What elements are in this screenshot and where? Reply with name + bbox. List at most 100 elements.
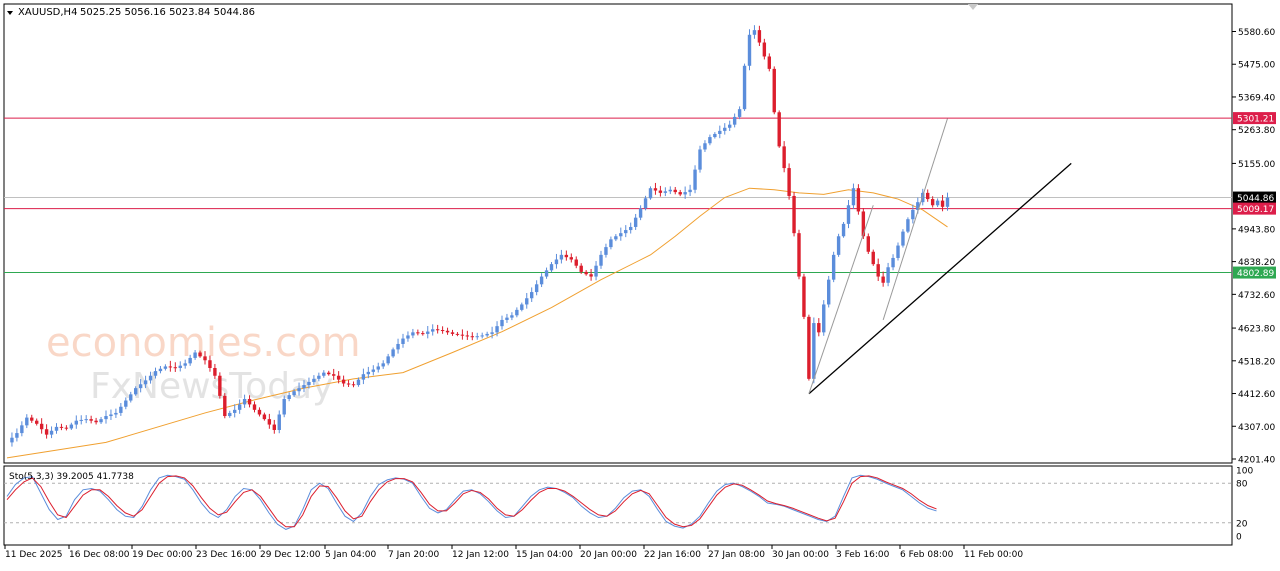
candle-body [619,233,623,237]
price-tick-label: 4201.40 [1238,456,1275,466]
trend-line[interactable] [808,162,1072,395]
candle-body [752,30,757,35]
candle-body [787,168,791,196]
candle-body [534,284,539,293]
time-tick-label: 11 Feb 00:00 [964,550,1023,560]
candle-body [935,200,940,206]
candle-body [302,385,306,389]
candle-body [891,257,895,268]
candle-body [421,333,425,335]
candle-body [683,192,687,195]
trend-lines[interactable] [808,118,1072,395]
candle-body [366,371,371,375]
candle-body [49,430,54,435]
candle-body [391,349,395,357]
candle-body [668,189,672,192]
level-badge-label: 4802.89 [1237,269,1274,279]
candle-body [386,356,390,364]
candle-body [495,326,499,333]
candle-body [267,419,272,425]
candle-body [148,375,153,381]
candle-body [827,279,831,305]
price-tick-label: 4943.80 [1238,225,1275,235]
candle-body [193,352,197,358]
candle-body [129,394,133,401]
time-tick-label: 30 Jan 00:00 [772,550,829,560]
price-tick-label: 4412.60 [1238,390,1275,400]
candle-body [69,424,74,429]
candle-body [742,65,747,110]
stochastic-signal-line [6,475,937,528]
candle-body [940,200,945,207]
oscillator-axis: 100 80 20 0 [1236,467,1253,543]
candle-body [797,233,801,277]
candle-body [119,406,123,413]
candle-body [381,363,385,367]
candle-body [371,369,375,372]
candle-body [465,335,470,337]
candle-body [455,333,460,335]
chart-shift-marker-icon[interactable] [968,4,978,10]
candle-body [713,133,717,138]
candle-body [836,236,841,255]
candle-body [767,56,771,69]
candle-body [520,304,524,310]
candle-body [490,332,494,334]
candle-body [183,363,187,366]
candle-body [401,338,405,344]
oscillator-tick-label: 20 [1236,519,1248,529]
candle-body [485,333,489,336]
candle-body [89,419,93,421]
candle-body [94,420,98,423]
price-tick-label: 5580.60 [1238,28,1275,38]
candle-body [896,245,900,258]
price-axis: 5580.60 5475.00 5369.40 5263.80 5155.00 4943.… [1232,28,1275,466]
candle-body [134,388,138,395]
candle-body [782,146,786,169]
candle-body [604,247,608,255]
candle-body [188,357,192,364]
candle-body [416,332,420,334]
candle-body [901,231,905,246]
trend-line[interactable] [808,205,874,394]
candle-body [168,366,173,368]
candle-body [609,239,613,248]
candle-body [332,374,336,376]
symbol-dropdown-icon[interactable] [7,11,13,15]
candle-body [569,257,573,260]
level-badge [1233,191,1276,204]
level-badge-label: 5009.17 [1237,205,1274,215]
candlesticks [10,25,950,447]
candle-body [84,419,88,421]
candle-body [817,323,821,333]
candle-body [79,419,83,421]
candle-body [648,188,653,199]
candle-body [445,330,450,333]
candle-body [450,332,455,334]
candle-body [406,335,410,339]
candle-body [574,259,578,266]
candle-body [376,366,380,370]
candle-body [831,254,836,280]
candle-body [426,331,430,334]
candle-body [856,188,861,212]
candle-body [223,395,227,417]
candle-body [198,352,202,357]
candle-body [277,414,281,430]
candle-body [252,404,257,410]
candle-body [287,395,291,399]
candle-body [579,265,583,272]
candle-body [411,332,415,336]
candle-body [99,419,103,423]
candle-body [257,409,262,415]
candle-body [351,384,356,386]
trend-line[interactable] [882,118,948,321]
candle-body [757,30,762,43]
candle-body [916,202,920,210]
candle-body [44,429,49,435]
time-tick-label: 27 Jan 08:00 [708,550,765,560]
candle-body [39,423,44,430]
